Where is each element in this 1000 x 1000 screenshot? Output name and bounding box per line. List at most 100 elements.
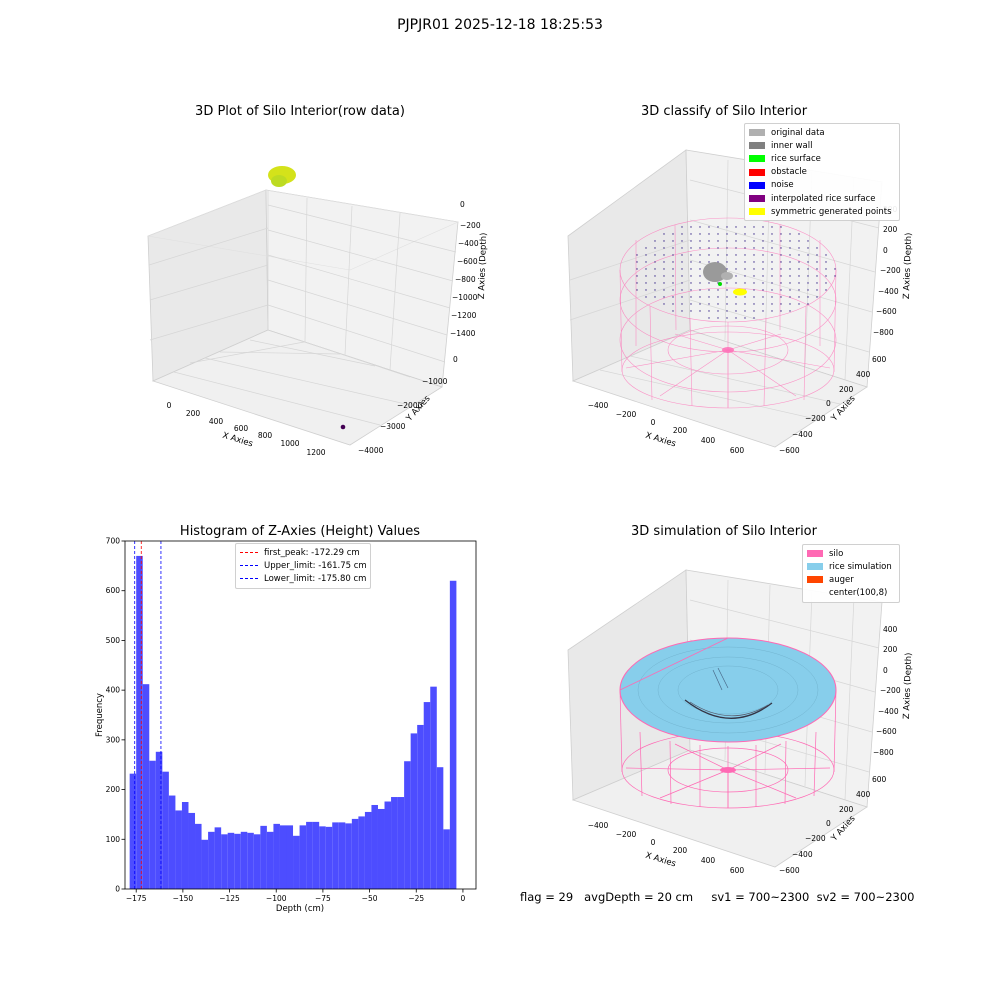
interpolated-surface-dot: [771, 296, 773, 298]
interpolated-surface-dot: [798, 268, 800, 270]
hist-bar: [319, 826, 326, 889]
interpolated-surface-dot: [708, 261, 710, 263]
plot4-ztick: −200: [880, 686, 901, 695]
plot2-rice-surface-point: [718, 282, 722, 286]
plot4-zlabel: Z Axies (Depth): [902, 652, 914, 719]
interpolated-surface-dot: [762, 233, 764, 235]
hist-bar: [391, 797, 398, 889]
plot2-xtick: −400: [588, 401, 609, 410]
interpolated-surface-dot: [771, 247, 773, 249]
plot3-axes-frame: [124, 540, 477, 890]
interpolated-surface-dot: [735, 310, 737, 312]
interpolated-surface-dot: [663, 282, 665, 284]
interpolated-surface-dot: [663, 261, 665, 263]
interpolated-surface-dot: [789, 310, 791, 312]
hist-bar: [436, 767, 444, 889]
hist-bar: [260, 825, 267, 889]
plot1-xtick: 200: [186, 409, 201, 418]
interpolated-surface-dot: [645, 282, 647, 284]
plot4-xtick: −200: [616, 830, 637, 839]
interpolated-surface-dot: [690, 233, 692, 235]
interpolated-surface-dot: [663, 289, 665, 291]
interpolated-surface-dot: [807, 282, 809, 284]
legend-item-auger: auger: [807, 573, 895, 586]
interpolated-surface-dot: [771, 268, 773, 270]
interpolated-surface-dot: [654, 282, 656, 284]
interpolated-surface-dot: [744, 282, 746, 284]
interpolated-surface-dot: [753, 268, 755, 270]
interpolated-surface-dot: [672, 289, 674, 291]
interpolated-surface-dot: [807, 268, 809, 270]
interpolated-surface-dot: [681, 247, 683, 249]
interpolated-surface-dot: [744, 317, 746, 319]
interpolated-surface-dot: [681, 254, 683, 256]
interpolated-surface-dot: [645, 289, 647, 291]
hist-ytick-label: 600: [106, 586, 121, 595]
interpolated-surface-dot: [771, 275, 773, 277]
interpolated-surface-dot: [663, 247, 665, 249]
interpolated-surface-dot: [672, 268, 674, 270]
interpolated-surface-dot: [771, 233, 773, 235]
legend-item-rice-simulation: rice simulation: [807, 560, 895, 573]
plot1-yticks: 0 −1000 −2000 −3000 −4000: [358, 355, 458, 455]
interpolated-surface-dot: [726, 310, 728, 312]
hist-bar: [417, 724, 424, 889]
interpolated-surface-dot: [789, 303, 791, 305]
interpolated-surface-dot: [816, 261, 818, 263]
interpolated-surface-dot: [789, 289, 791, 291]
plot4-ztick: 400: [883, 625, 898, 634]
plot4-auger: [712, 667, 729, 691]
interpolated-surface-dot: [726, 289, 728, 291]
interpolated-surface-dot: [699, 233, 701, 235]
interpolated-surface-dot: [780, 310, 782, 312]
interpolated-surface-dot: [699, 268, 701, 270]
plot4-legend: silo rice simulation auger center(100,8): [802, 544, 900, 603]
plot4-ztick: −400: [878, 707, 899, 716]
plot2-ytick: 0: [826, 399, 831, 408]
plot2-title: 3D classify of Silo Interior: [640, 104, 808, 119]
plot2-legend: original data inner wall rice surface ob…: [744, 123, 900, 222]
interpolated-surface-dot: [699, 275, 701, 277]
plot1-xtick: 400: [209, 417, 224, 426]
interpolated-surface-dot: [717, 303, 719, 305]
interpolated-surface-dot: [762, 275, 764, 277]
legend-item-symmetric-generated-points: symmetric generated points: [749, 205, 895, 218]
hist-bar: [247, 832, 254, 889]
plot4-ytick: 200: [839, 805, 854, 814]
plot3-histogram: −175 −150 −125 −100 −75 −50 −25 0 0 100 200 300 400…: [95, 537, 477, 914]
interpolated-surface-dot: [699, 240, 701, 242]
interpolated-surface-dot: [816, 296, 818, 298]
interpolated-surface-dot: [672, 247, 674, 249]
interpolated-surface-dot: [672, 275, 674, 277]
interpolated-surface-dot: [807, 240, 809, 242]
hist-ytick-label: 500: [106, 636, 121, 645]
hist-bar: [325, 826, 333, 889]
interpolated-surface-dot: [663, 233, 665, 235]
interpolated-surface-dot: [753, 275, 755, 277]
interpolated-surface-dot: [636, 268, 638, 270]
hist-ytick-label: 400: [106, 686, 121, 695]
plot4-xtick: −400: [588, 821, 609, 830]
hist-bar: [181, 802, 189, 889]
hist-bar: [240, 831, 248, 889]
plot2-ztick: 0: [883, 246, 888, 255]
interpolated-surface-dot: [762, 310, 764, 312]
plot2-xtick: 0: [651, 418, 656, 427]
interpolated-surface-dot: [699, 282, 701, 284]
plot4-ytick: −400: [792, 850, 813, 859]
interpolated-surface-dot: [690, 289, 692, 291]
interpolated-surface-dot: [825, 261, 827, 263]
interpolated-surface-dot: [771, 240, 773, 242]
hist-ytick-label: 700: [106, 537, 121, 546]
hist-bar: [129, 773, 137, 889]
interpolated-surface-dot: [753, 289, 755, 291]
interpolated-surface-dot: [771, 261, 773, 263]
plot2-symmetric-points: [733, 288, 747, 296]
interpolated-surface-dot: [753, 226, 755, 228]
plot2-3d-axes: −400 −200 0 200 400 600 X Axies 600 400 …: [567, 149, 914, 455]
plot2-center-marker: [722, 347, 734, 353]
hist-bar: [293, 835, 300, 889]
interpolated-surface-dot: [636, 261, 638, 263]
interpolated-surface-dot: [726, 226, 728, 228]
plot3-title: Histogram of Z-Axies (Height) Values: [179, 524, 421, 539]
